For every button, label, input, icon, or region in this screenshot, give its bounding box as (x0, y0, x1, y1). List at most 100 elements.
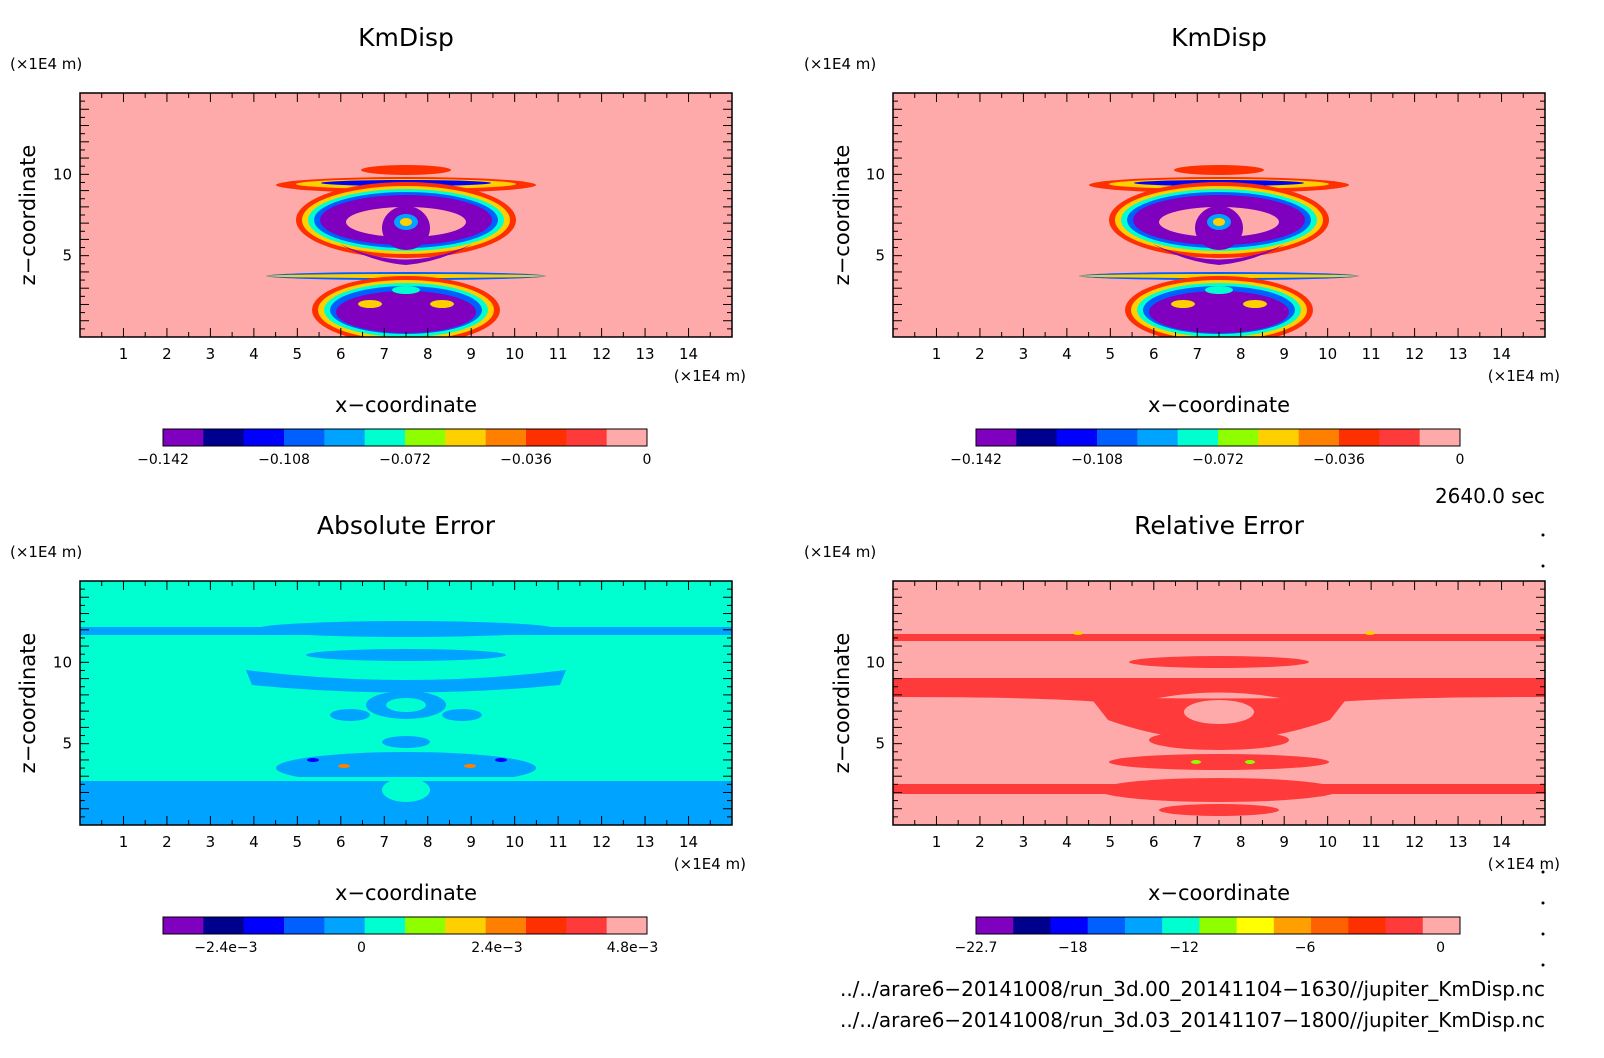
x-tick-label: 2 (162, 345, 172, 363)
colorbar-swatch (1236, 917, 1275, 934)
x-axis-label: x−coordinate (335, 881, 477, 905)
field-contour (358, 300, 382, 308)
colorbar-swatch (203, 429, 245, 446)
x-tick-label: 1 (932, 345, 942, 363)
x-tick-label: 5 (293, 345, 303, 363)
colorbar-tick-label: 0 (643, 452, 652, 468)
colorbar-swatch (203, 917, 245, 934)
colorbar-frame (162, 428, 648, 447)
x-tick-label: 9 (466, 345, 476, 363)
y-ticks: 5 10 (53, 100, 732, 330)
x-tick-label: 12 (1405, 345, 1424, 363)
colorbar-swatch (284, 917, 325, 934)
colorbar-swatch (485, 917, 527, 934)
colorbar-swatch (1348, 917, 1387, 934)
x-tick-label: 5 (1106, 345, 1116, 363)
x-tick-label: 1 (932, 833, 942, 851)
heatmap-field (893, 93, 1545, 337)
field-contour (430, 300, 454, 308)
colorbar-frame (162, 916, 648, 935)
dot-mark (1541, 533, 1545, 537)
x-tick-label: 11 (1362, 833, 1381, 851)
x-tick-label: 2 (975, 833, 985, 851)
colorbar-swatch (243, 429, 285, 446)
colorbar-swatch (1177, 429, 1219, 446)
x-tick-label: 9 (466, 833, 476, 851)
x-tick-label: 14 (1492, 833, 1511, 851)
panel-absolute-error: Absolute Error (×1E4 m) z−coordinate x−c… (10, 511, 746, 956)
colorbar-tick-label: −0.108 (258, 452, 310, 468)
field-contour (1174, 165, 1264, 175)
field-contour (1205, 286, 1233, 294)
field-contour (1153, 244, 1285, 265)
field-contour (1109, 754, 1329, 770)
colorbar-swatch (526, 429, 567, 446)
colorbar-swatch (1124, 917, 1163, 934)
colorbar-swatch (163, 429, 204, 446)
heatmap-field (893, 581, 1545, 825)
colorbar-swatch (1016, 429, 1058, 446)
field-contour (1149, 291, 1289, 333)
dot-mark (1541, 870, 1545, 874)
x-tick-label: 4 (249, 833, 259, 851)
colorbar-tick-label: 0 (357, 940, 366, 956)
x-tick-label: 4 (249, 345, 259, 363)
heatmap-field (80, 581, 732, 825)
colorbar-tick-label: −6 (1295, 940, 1316, 956)
y-tick-label: 5 (62, 735, 72, 753)
y-unit-label: (×1E4 m) (804, 543, 876, 561)
panel-title: KmDisp (1171, 23, 1267, 52)
colorbar-swatch (485, 429, 527, 446)
colorbar-swatch (1162, 917, 1200, 934)
colorbar-frame (975, 428, 1461, 447)
x-tick-label: 9 (1279, 345, 1289, 363)
x-unit-label: (×1E4 m) (1488, 855, 1560, 873)
x-tick-label: 12 (592, 833, 611, 851)
x-tick-label: 6 (1149, 345, 1159, 363)
colorbar-swatch (1056, 429, 1098, 446)
x-tick-label: 13 (636, 345, 655, 363)
colorbar-swatch (1097, 429, 1138, 446)
x-tick-label: 9 (1279, 833, 1289, 851)
field-contour (893, 634, 1545, 641)
x-tick-label: 10 (1318, 345, 1337, 363)
colorbar-tick-label: −12 (1169, 940, 1199, 956)
field-contour (1129, 656, 1309, 668)
y-tick-label: 10 (53, 653, 72, 671)
colorbar-swatch (976, 429, 1017, 446)
x-tick-label: 3 (206, 833, 216, 851)
x-tick-label: 4 (1062, 833, 1072, 851)
x-tick-label: 8 (423, 345, 433, 363)
field-contour (1171, 300, 1195, 308)
panel-kmdisp-1: KmDisp (×1E4 m) z−coordinate x−coordinat… (10, 23, 746, 468)
colorbar-swatch (445, 917, 487, 934)
colorbar-frame (975, 916, 1461, 935)
y-unit-label: (×1E4 m) (10, 55, 82, 73)
x-tick-label: 14 (1492, 345, 1511, 363)
x-tick-label: 4 (1062, 345, 1072, 363)
colorbar-tick-label: −0.036 (1313, 452, 1365, 468)
x-tick-label: 13 (1449, 833, 1468, 851)
colorbar-tick-label: −0.142 (137, 452, 189, 468)
x-tick-label: 12 (1405, 833, 1424, 851)
panel-title: KmDisp (358, 23, 454, 52)
x-unit-label: (×1E4 m) (1488, 367, 1560, 385)
field-contour (400, 218, 412, 226)
colorbar-swatch (1050, 917, 1089, 934)
x-tick-label: 14 (679, 833, 698, 851)
field-contour (1159, 804, 1279, 816)
x-tick-label: 10 (505, 833, 524, 851)
x-tick-label: 8 (1236, 345, 1246, 363)
x-tick-label: 13 (636, 833, 655, 851)
field-contour (1099, 778, 1339, 802)
colorbar-tick-label: −0.072 (1192, 452, 1244, 468)
field-contour (1073, 631, 1083, 635)
colorbar-tick-label: 2.4e−3 (471, 940, 523, 956)
y-unit-label: (×1E4 m) (804, 55, 876, 73)
x-axis-label: x−coordinate (335, 393, 477, 417)
colorbar-swatch (976, 917, 1014, 934)
colorbar-tick-label: −0.036 (500, 452, 552, 468)
y-tick-label: 10 (866, 653, 885, 671)
y-axis-label: z−coordinate (830, 145, 854, 286)
